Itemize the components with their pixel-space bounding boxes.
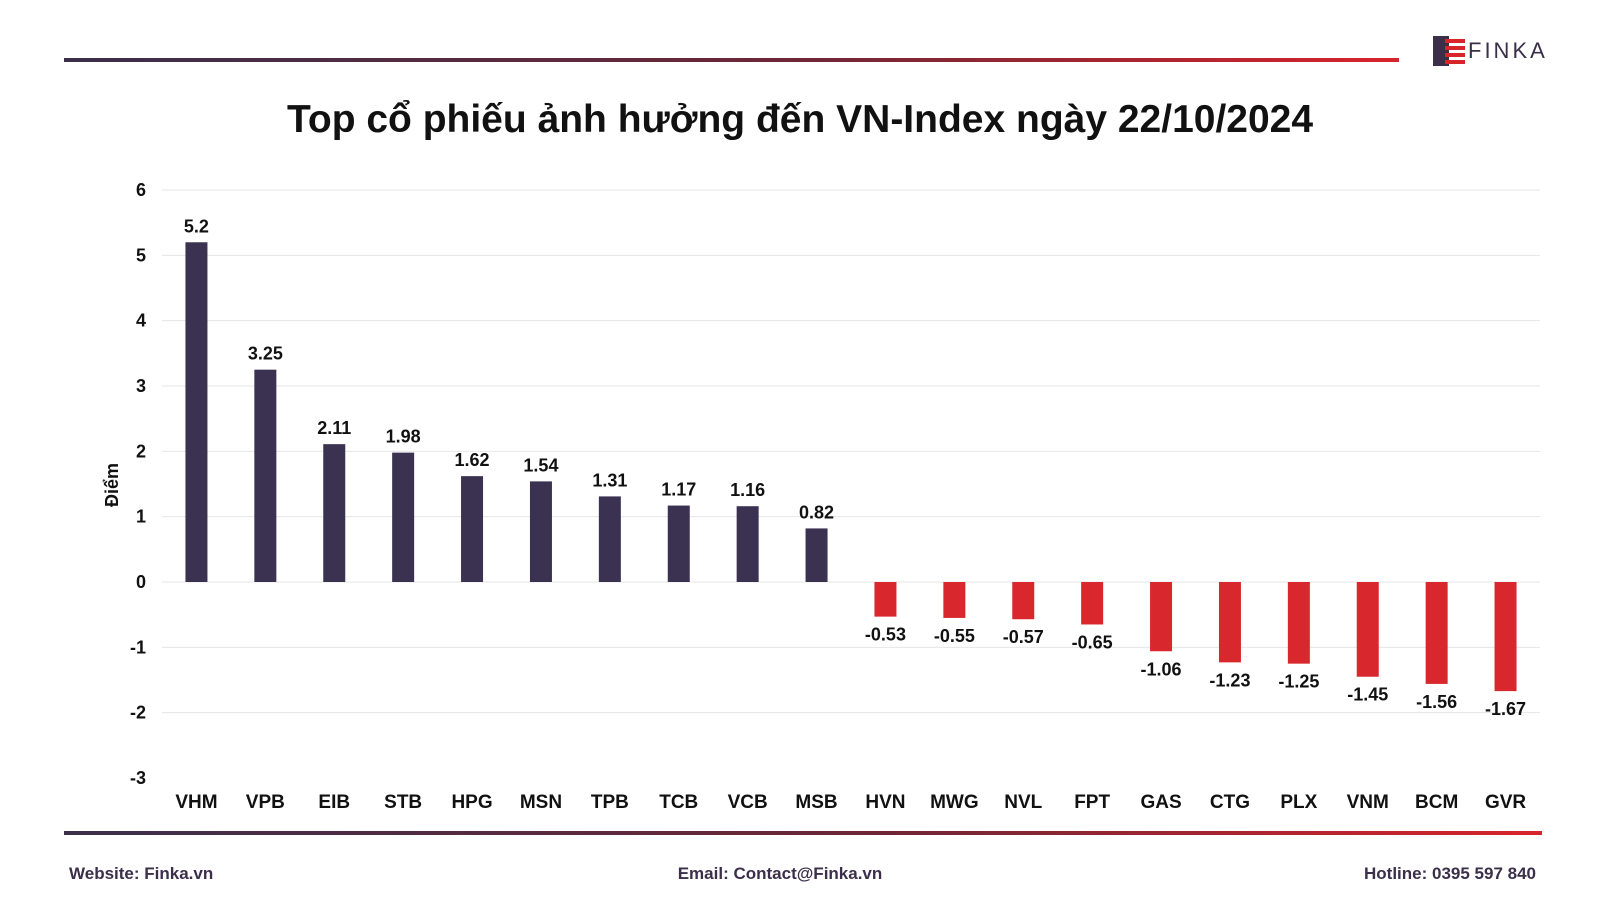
footer-website: Website: Finka.vn xyxy=(69,864,214,883)
y-tick-label: 3 xyxy=(136,376,146,396)
data-label-gas: -1.06 xyxy=(1141,659,1182,679)
finka-logo: FINKA xyxy=(1433,35,1548,67)
y-axis-label: Điểm xyxy=(102,463,122,507)
x-axis-ticks: VHM VPB EIB STB HPG MSN TPB TCB VCB MSB HVN MWG NVL F… xyxy=(175,792,1526,813)
y-tick-label: 6 xyxy=(136,180,146,200)
data-label-msn: 1.54 xyxy=(523,455,558,475)
x-tick-label-tpb: TPB xyxy=(591,792,629,813)
data-label-nvl: -0.57 xyxy=(1003,627,1044,647)
y-tick-label: -1 xyxy=(130,637,146,657)
bar-vpb xyxy=(254,369,277,582)
y-tick-label: -2 xyxy=(130,703,146,723)
data-label-vhm: 5.2 xyxy=(184,216,209,236)
data-label-fpt: -0.65 xyxy=(1072,632,1113,652)
data-labels: 5.2 3.25 2.11 1.98 1.62 1.54 1.31 1.17 1.16 0.82 -… xyxy=(184,216,1526,719)
bar-ctg xyxy=(1218,582,1241,663)
bar-msb xyxy=(805,528,828,582)
footer-divider xyxy=(64,831,1542,835)
bar-gas xyxy=(1150,582,1173,652)
y-axis-ticks: 6 5 4 3 2 1 0 -1 -2 -3 xyxy=(130,180,146,788)
x-tick-label-ctg: CTG xyxy=(1210,792,1250,813)
x-tick-label-msb: MSB xyxy=(795,792,837,813)
data-label-plx: -1.25 xyxy=(1278,672,1319,692)
data-label-msb: 0.82 xyxy=(799,502,834,522)
data-label-vcb: 1.16 xyxy=(730,480,765,500)
bar-chart: 5.2 3.25 2.11 1.98 1.62 1.54 1.31 1.17 1.16 0.82 -… xyxy=(102,180,1540,813)
y-tick-label: 5 xyxy=(136,245,146,265)
bar-vnm xyxy=(1356,582,1379,677)
x-tick-label-msn: MSN xyxy=(520,792,562,813)
data-label-hvn: -0.53 xyxy=(865,625,906,645)
data-label-eib: 2.11 xyxy=(317,418,351,438)
bar-nvl xyxy=(1012,582,1035,620)
bar-bcm xyxy=(1425,582,1448,684)
y-tick-label: -3 xyxy=(130,768,146,788)
x-tick-label-vpb: VPB xyxy=(246,792,285,813)
x-tick-label-nvl: NVL xyxy=(1004,792,1042,813)
data-label-stb: 1.98 xyxy=(386,427,421,447)
x-tick-label-tcb: TCB xyxy=(659,792,698,813)
x-tick-label-fpt: FPT xyxy=(1074,792,1110,813)
footer-email: Email: Contact@Finka.vn xyxy=(677,864,883,883)
footer-hotline: Hotline: 0395 597 840 xyxy=(1364,864,1536,883)
x-tick-label-mwg: MWG xyxy=(930,792,979,813)
finka-logo-text: FINKA xyxy=(1468,38,1548,63)
x-tick-label-eib: EIB xyxy=(318,792,350,813)
x-tick-label-plx: PLX xyxy=(1280,792,1317,813)
x-tick-label-bcm: BCM xyxy=(1415,792,1458,813)
bar-plx xyxy=(1287,582,1310,664)
bar-stb xyxy=(392,452,415,582)
bar-fpt xyxy=(1081,582,1104,625)
data-label-tpb: 1.31 xyxy=(592,470,627,490)
data-label-tcb: 1.17 xyxy=(661,480,696,500)
data-label-bcm: -1.56 xyxy=(1416,692,1457,712)
bar-vcb xyxy=(736,506,759,582)
x-tick-label-vnm: VNM xyxy=(1347,792,1389,813)
x-tick-label-vcb: VCB xyxy=(728,792,768,813)
bar-hvn xyxy=(874,582,897,617)
data-label-mwg: -0.55 xyxy=(934,626,975,646)
bar-tpb xyxy=(598,496,621,582)
gridlines xyxy=(162,189,1540,714)
bars xyxy=(185,242,1517,692)
bar-mwg xyxy=(943,582,966,618)
data-label-hpg: 1.62 xyxy=(455,450,490,470)
y-tick-label: 1 xyxy=(136,507,146,527)
y-tick-label: 4 xyxy=(136,311,146,331)
y-tick-label: 2 xyxy=(136,441,146,461)
bar-gvr xyxy=(1494,582,1517,692)
header-divider xyxy=(64,58,1399,62)
x-tick-label-hvn: HVN xyxy=(865,792,905,813)
data-label-gvr: -1.67 xyxy=(1485,699,1526,719)
bar-vhm xyxy=(185,242,208,582)
bar-tcb xyxy=(667,505,690,582)
chart-title: Top cổ phiếu ảnh hưởng đến VN-Index ngày… xyxy=(286,98,1314,141)
y-tick-label: 0 xyxy=(136,572,146,592)
x-tick-label-stb: STB xyxy=(384,792,422,813)
data-label-vpb: 3.25 xyxy=(248,344,283,364)
data-label-vnm: -1.45 xyxy=(1347,685,1388,705)
bar-msn xyxy=(529,481,552,582)
x-tick-label-vhm: VHM xyxy=(175,792,217,813)
x-tick-label-gas: GAS xyxy=(1140,792,1181,813)
x-tick-label-gvr: GVR xyxy=(1485,792,1526,813)
bar-hpg xyxy=(461,476,484,582)
data-label-ctg: -1.23 xyxy=(1209,670,1250,690)
finka-logo-mark-icon xyxy=(1433,36,1465,66)
x-tick-label-hpg: HPG xyxy=(451,792,492,813)
bar-eib xyxy=(323,444,346,582)
